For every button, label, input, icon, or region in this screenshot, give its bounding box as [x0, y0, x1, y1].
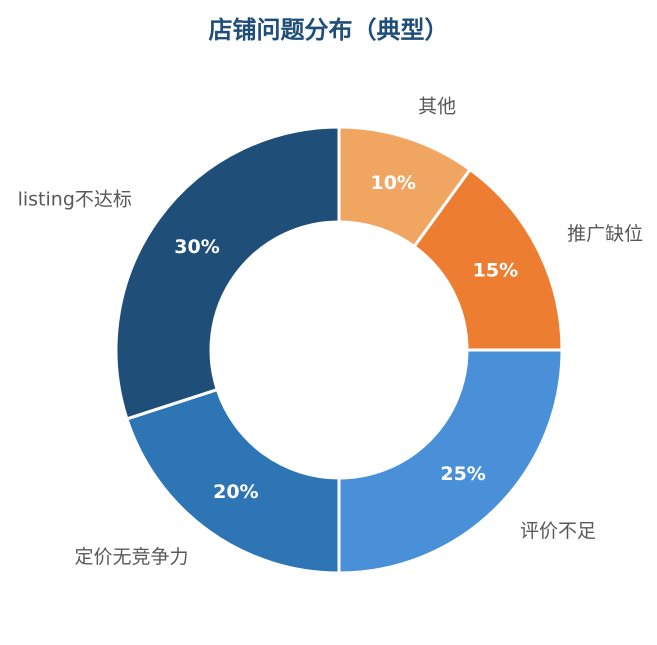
value-label-3: 20% — [213, 481, 258, 503]
value-label-4: 30% — [174, 236, 219, 258]
slice-3 — [125, 387, 341, 575]
category-label-0: 其他 — [418, 96, 456, 118]
chart-title: 店铺问题分布（典型） — [208, 16, 449, 44]
value-label-1: 15% — [473, 259, 518, 281]
category-label-1: 推广缺位 — [567, 223, 643, 245]
value-label-2: 25% — [440, 463, 485, 485]
slice-4 — [114, 125, 341, 421]
value-label-0: 10% — [370, 172, 415, 194]
category-label-4: listing不达标 — [18, 189, 132, 211]
category-label-3: 定价无竞争力 — [75, 546, 189, 568]
slice-2 — [337, 348, 564, 575]
category-label-2: 评价不足 — [520, 520, 596, 542]
